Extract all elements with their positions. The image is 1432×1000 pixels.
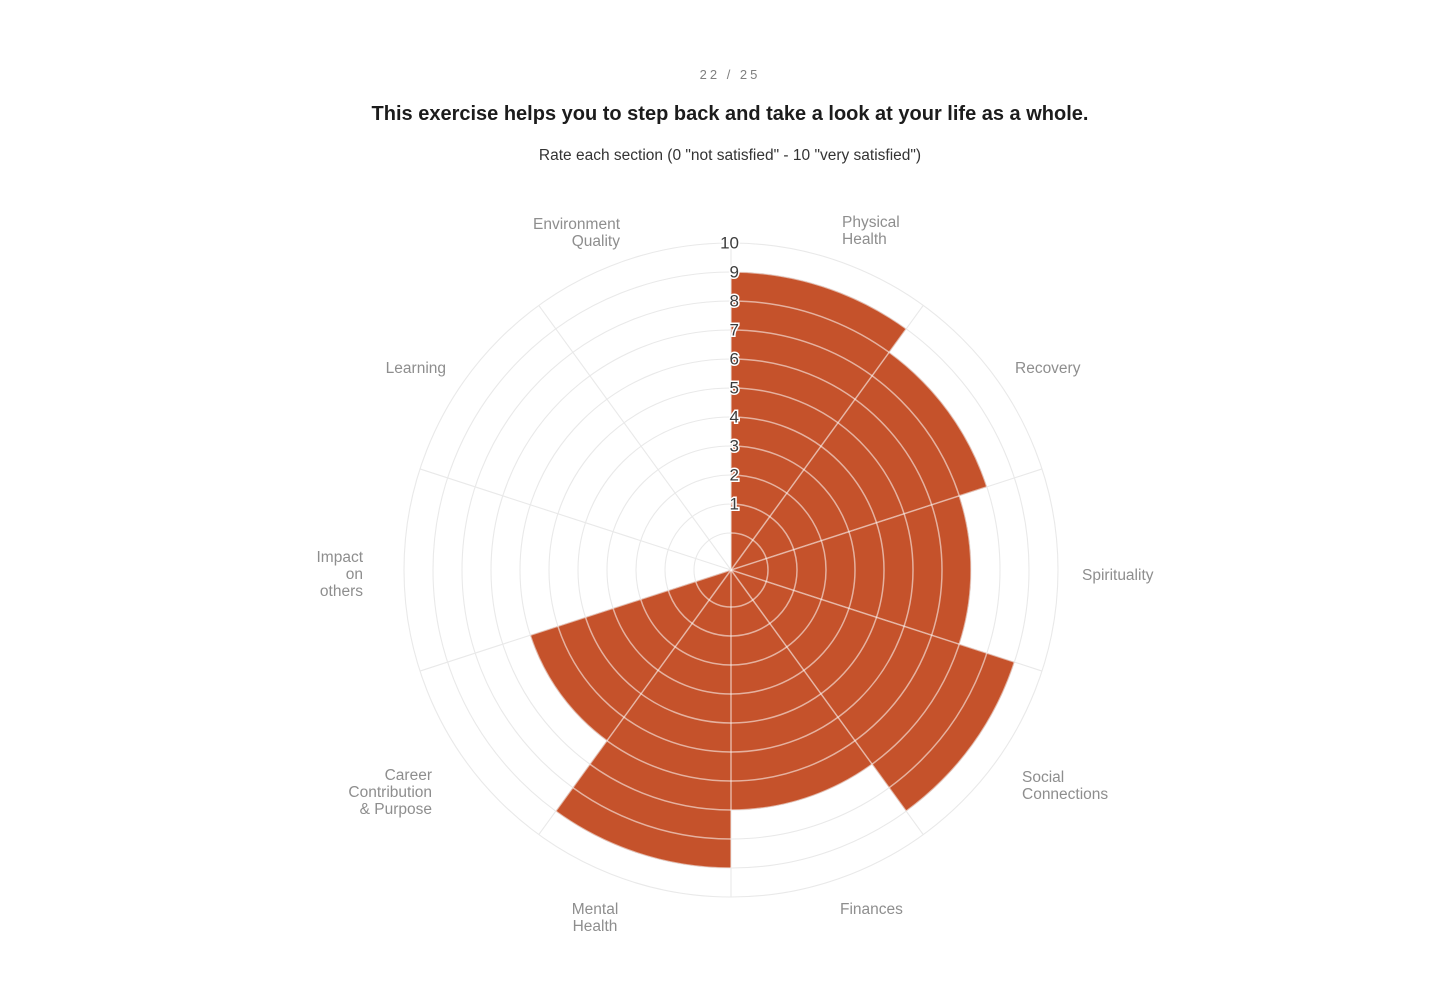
tick-label-1: 1	[730, 495, 739, 514]
category-label-finances: Finances	[840, 901, 903, 918]
page-subtitle: Rate each section (0 "not satisfied" - 1…	[538, 147, 922, 164]
category-label-career-contribution-purpose: Career Contribution & Purpose	[348, 767, 432, 818]
sector-physical-health[interactable]	[731, 272, 907, 570]
grid-spoke	[730, 468, 1043, 571]
tick-label-7: 7	[730, 321, 739, 340]
category-label-social-connections: Social Connections	[1022, 769, 1108, 803]
page-title: This exercise helps you to step back and…	[371, 103, 1089, 125]
category-label-learning: Learning	[386, 360, 446, 377]
tick-label-9: 9	[730, 263, 739, 282]
tick-label-8: 8	[730, 292, 739, 311]
tick-label-10: 10	[720, 234, 739, 253]
tick-label-5: 5	[730, 379, 739, 398]
grid-spoke	[419, 468, 732, 571]
page-indicator: 22 / 25	[699, 67, 761, 82]
category-label-mental-health: Mental Health	[572, 901, 619, 935]
sector-recovery[interactable]	[731, 352, 987, 570]
category-label-impact-on-others: Impact on others	[316, 549, 363, 600]
tick-label-2: 2	[730, 466, 739, 485]
category-label-recovery: Recovery	[1015, 360, 1081, 377]
radial-axis-labels: 1 2 3 4 5 6 7 8 9 10	[719, 232, 741, 515]
grid-spoke	[730, 569, 1043, 672]
sector-finances[interactable]	[731, 570, 873, 810]
tick-label-4: 4	[730, 408, 739, 427]
category-label-spirituality: Spirituality	[1082, 567, 1154, 584]
category-labels: Physical Health Recovery Spirituality Social…	[316, 214, 1153, 935]
sector-spirituality[interactable]	[731, 495, 971, 645]
tick-label-3: 3	[730, 437, 739, 456]
sector-mental-health[interactable]	[555, 570, 731, 868]
sector-social-connections[interactable]	[731, 570, 1015, 812]
category-label-physical-health: Physical Health	[842, 214, 900, 248]
grid-spoke	[538, 305, 732, 571]
tick-label-6: 6	[730, 350, 739, 369]
category-label-environment-quality: Environment Quality	[533, 216, 621, 250]
